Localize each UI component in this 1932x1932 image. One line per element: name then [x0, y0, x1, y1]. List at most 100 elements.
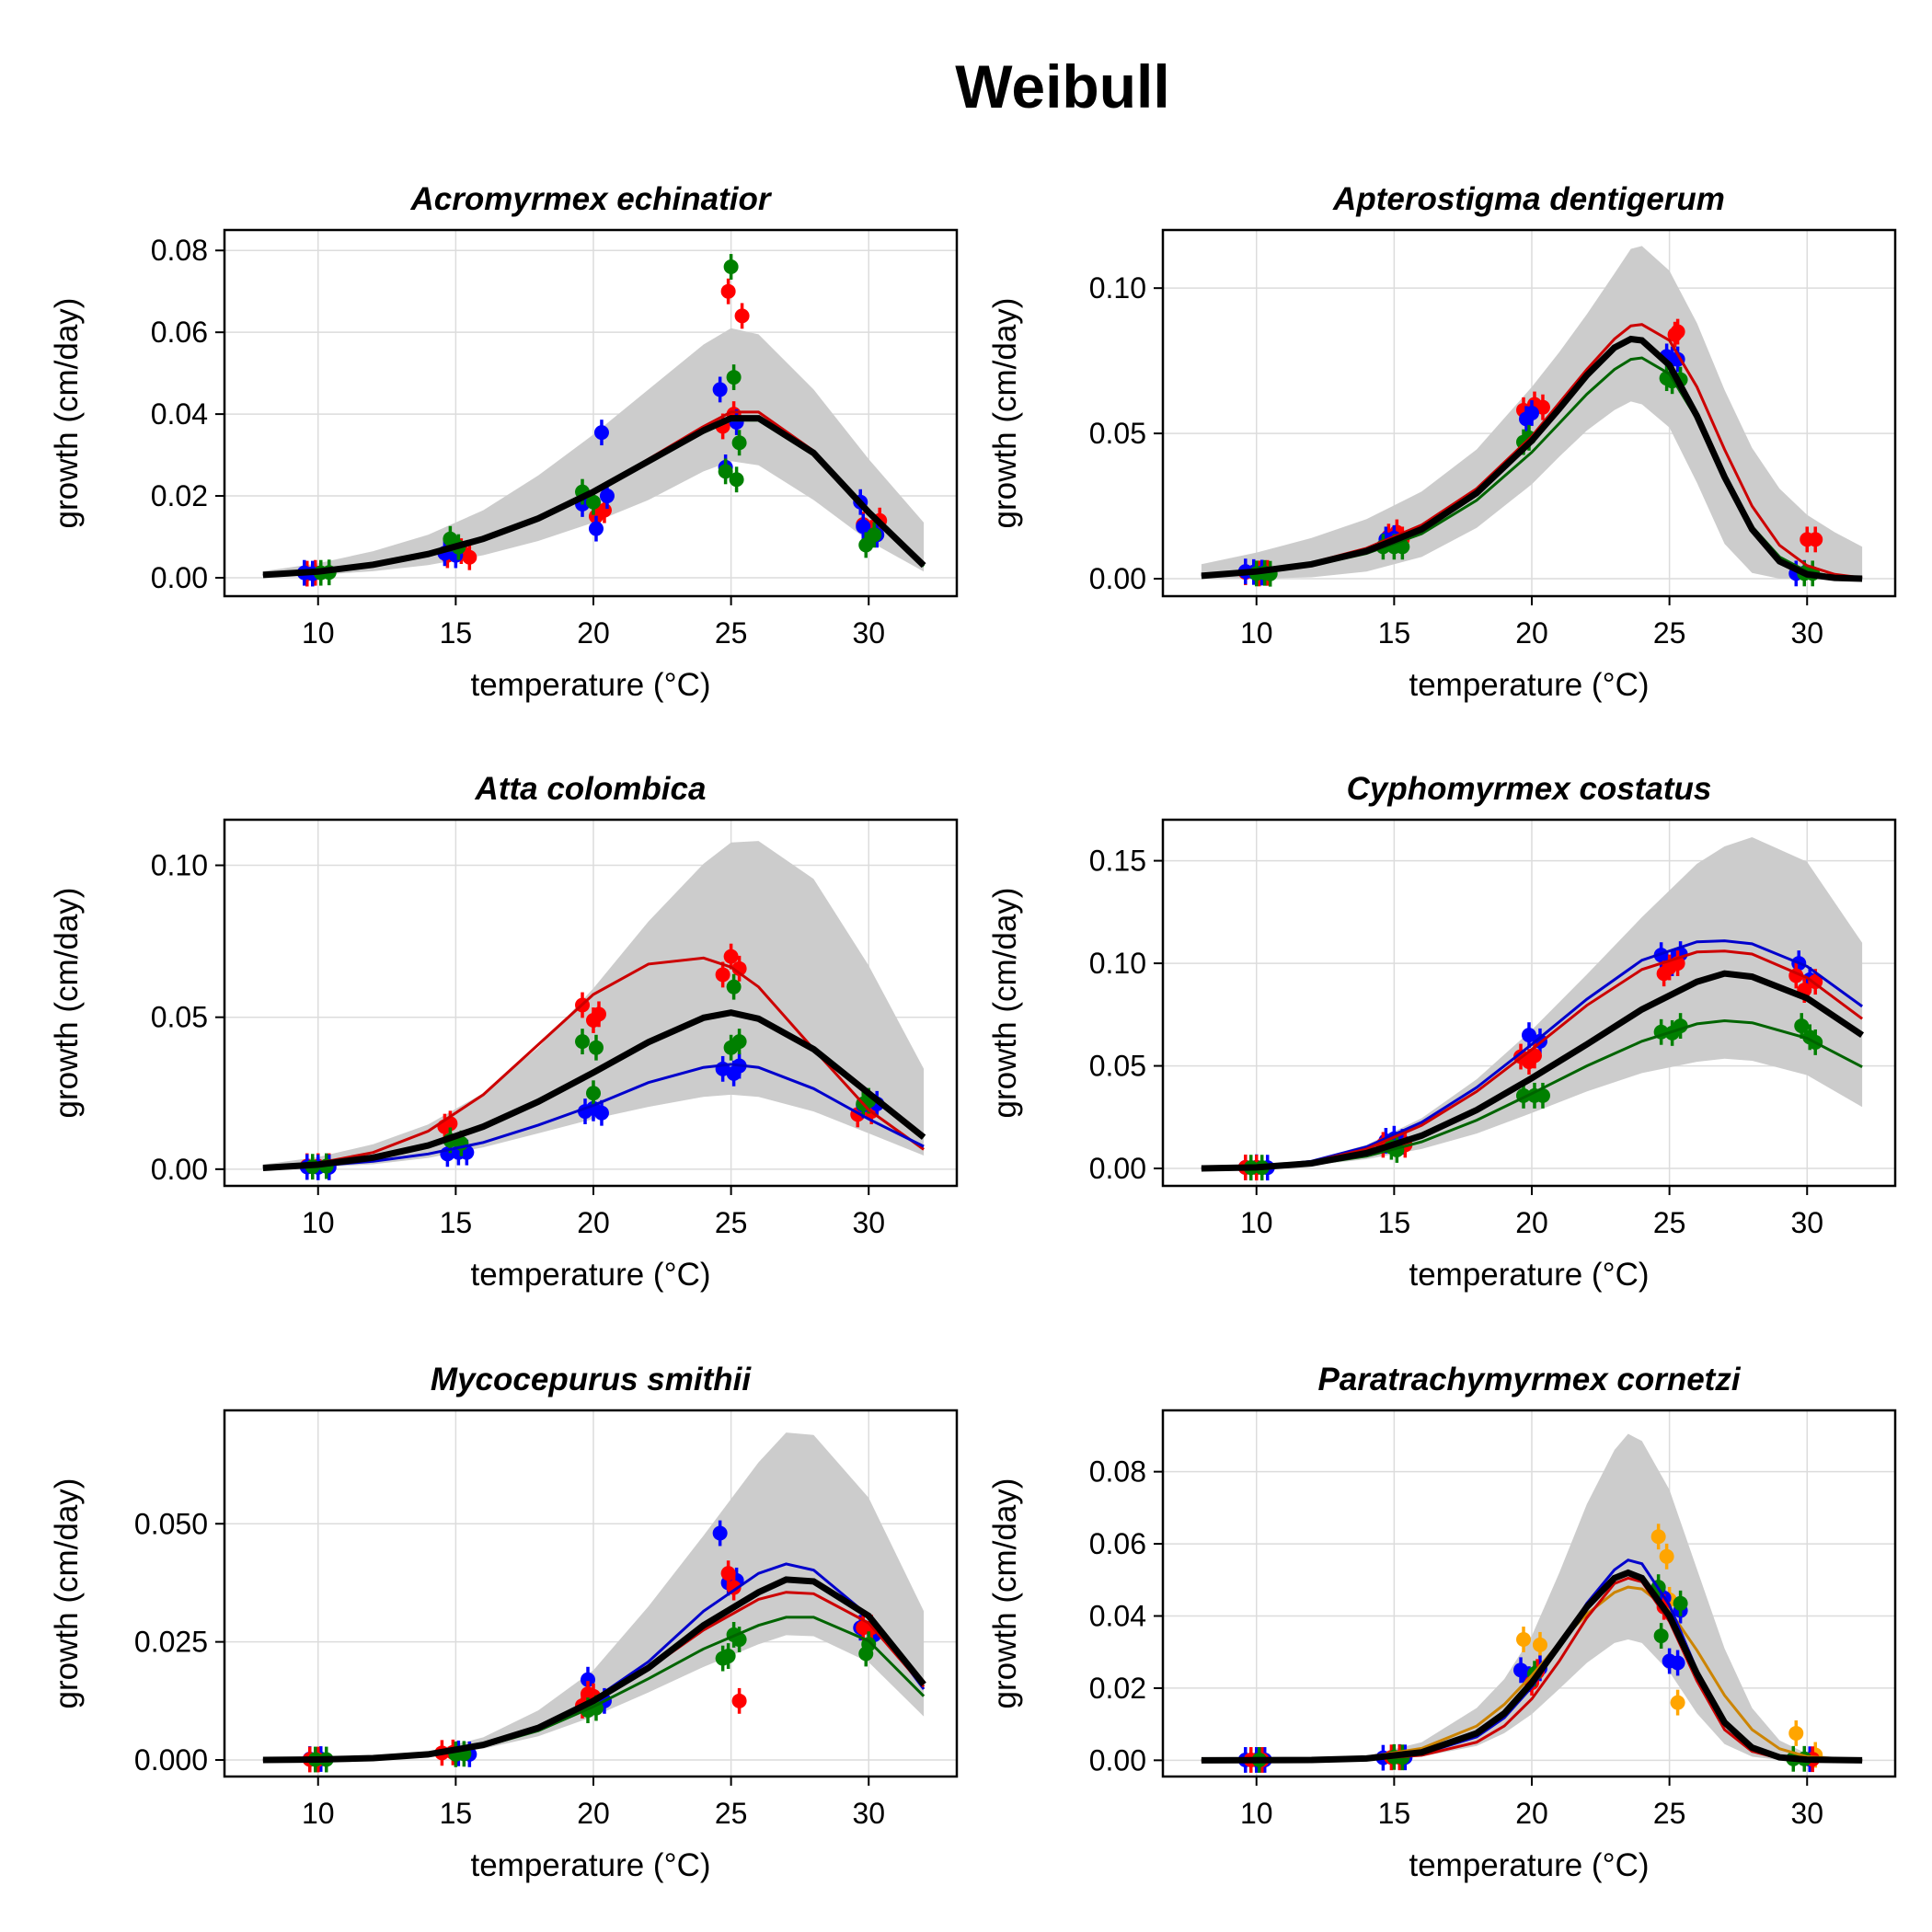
x-tick-label: 20	[1515, 1206, 1548, 1239]
x-tick-label: 20	[1515, 616, 1548, 650]
data-point	[720, 1649, 736, 1664]
y-tick-label: 0.050	[134, 1507, 208, 1540]
x-tick-label: 15	[1378, 616, 1411, 650]
data-point	[718, 464, 733, 479]
data-point	[1524, 406, 1539, 420]
data-point	[1535, 399, 1550, 415]
y-tick-label: 0.10	[1089, 271, 1146, 305]
y-tick-label: 0.08	[1089, 1455, 1146, 1489]
y-tick-label: 0.06	[151, 316, 208, 349]
x-axis-label: temperature (°C)	[470, 1847, 710, 1883]
y-tick-label: 0.00	[151, 1153, 208, 1186]
x-tick-label: 10	[302, 616, 335, 650]
data-point	[575, 1034, 591, 1050]
y-tick-label: 0.10	[1089, 947, 1146, 980]
data-point	[1522, 1028, 1536, 1043]
data-point	[720, 283, 736, 299]
data-point	[731, 1034, 747, 1050]
credible-band	[1201, 837, 1863, 1168]
x-tick-label: 10	[1240, 1797, 1273, 1830]
panel-title: Paratrachymyrmex cornetzi	[1317, 1362, 1741, 1397]
data-point	[726, 370, 742, 385]
chart-panel: 10 15 20 25 30 0.00 0.05 0.10 Apterostigma denti…	[987, 181, 1897, 703]
x-tick-label: 10	[1240, 616, 1273, 650]
y-tick-label: 0.000	[134, 1743, 208, 1777]
data-point	[729, 472, 744, 488]
axes-frame	[223, 228, 959, 598]
x-tick-label: 20	[577, 1797, 610, 1830]
panel-title: Atta colombica	[475, 771, 707, 807]
y-tick-label: 0.00	[1089, 1743, 1146, 1777]
panel-title: Cyphomyrmex costatus	[1347, 771, 1712, 807]
x-tick-label: 10	[1240, 1206, 1273, 1239]
plot-area	[1201, 1433, 1863, 1773]
data-point	[712, 382, 728, 397]
data-point	[1788, 1725, 1804, 1741]
x-tick-label: 25	[715, 616, 748, 650]
y-axis-label: growth (cm/day)	[987, 298, 1023, 529]
y-tick-label: 0.00	[1089, 562, 1146, 595]
x-tick-label: 30	[852, 1206, 885, 1239]
data-point	[1670, 1695, 1685, 1710]
data-point	[1526, 1048, 1542, 1064]
x-tick-label: 15	[440, 1206, 473, 1239]
panel-title: Apterostigma dentigerum	[1332, 181, 1725, 217]
data-point	[734, 308, 750, 324]
data-point	[588, 1040, 604, 1055]
y-axis-label: growth (cm/day)	[49, 1478, 85, 1709]
y-tick-label: 0.06	[1089, 1527, 1146, 1560]
data-point	[731, 435, 747, 451]
x-tick-label: 15	[1378, 1206, 1411, 1239]
data-point	[731, 1693, 747, 1708]
x-tick-label: 25	[715, 1206, 748, 1239]
plot-area	[262, 1432, 926, 1773]
y-tick-label: 0.04	[151, 397, 208, 431]
data-point	[593, 1105, 609, 1121]
x-tick-label: 25	[1653, 1206, 1686, 1239]
data-point	[715, 967, 730, 983]
data-point	[723, 259, 739, 275]
data-point	[599, 489, 615, 504]
mean-curve	[1201, 335, 1863, 582]
y-tick-label: 0.05	[1089, 417, 1146, 450]
data-point	[731, 960, 747, 976]
panel-title: Acromyrmex echinatior	[410, 181, 773, 217]
data-point	[712, 1525, 728, 1541]
data-point	[720, 1566, 736, 1581]
x-tick-label: 30	[1790, 616, 1823, 650]
x-tick-label: 30	[1790, 1797, 1823, 1830]
series-curve	[262, 1063, 925, 1170]
axes-frame	[223, 1409, 959, 1778]
chart-panel: 10 15 20 25 30 0.000 0.025 0.050 Mycocepurus smi…	[49, 1362, 959, 1883]
data-point	[1650, 1529, 1666, 1545]
mean-curve	[1201, 1569, 1863, 1764]
data-point	[1532, 1637, 1547, 1652]
mean-curve	[262, 415, 926, 579]
axes-frame	[223, 818, 959, 1188]
data-point	[1808, 532, 1823, 547]
x-axis-label: temperature (°C)	[470, 667, 710, 703]
y-tick-label: 0.08	[151, 234, 208, 267]
y-axis-label: growth (cm/day)	[49, 298, 85, 529]
chart-panel: 10 15 20 25 30 0.00 0.05 0.10 0.15 Cyphomyrmex co…	[987, 771, 1897, 1293]
x-tick-label: 25	[715, 1797, 748, 1830]
axes-frame	[1161, 818, 1897, 1188]
x-tick-label: 15	[440, 616, 473, 650]
y-tick-label: 0.02	[1089, 1672, 1146, 1705]
y-tick-label: 0.04	[1089, 1600, 1146, 1633]
y-tick-label: 0.02	[151, 479, 208, 512]
credible-band	[262, 328, 925, 578]
x-tick-label: 20	[577, 1206, 610, 1239]
panel-title: Mycocepurus smithii	[431, 1362, 752, 1397]
x-axis-label: temperature (°C)	[1409, 1847, 1649, 1883]
data-point	[462, 549, 477, 565]
y-tick-label: 0.00	[1089, 1152, 1146, 1185]
y-axis-label: growth (cm/day)	[987, 1478, 1023, 1709]
mean-curve	[262, 1009, 926, 1171]
y-tick-label: 0.00	[151, 561, 208, 594]
figure-title: Weibull	[955, 52, 1169, 121]
x-tick-label: 10	[302, 1797, 335, 1830]
data-point	[585, 1086, 601, 1101]
x-tick-label: 20	[577, 616, 610, 650]
